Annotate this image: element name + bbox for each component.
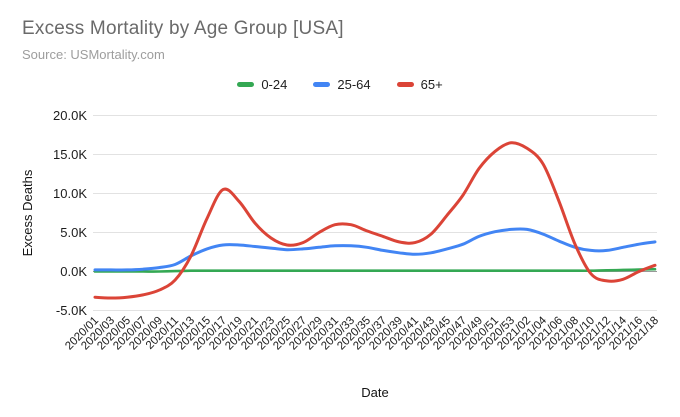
y-tick-label: 10.0K bbox=[53, 186, 87, 201]
chart-source: Source: USMortality.com bbox=[22, 47, 165, 62]
legend-item-0-24: 0-24 bbox=[237, 77, 287, 92]
y-tick-label: 5.0K bbox=[60, 225, 87, 240]
y-tick-label: -5.0K bbox=[56, 303, 87, 318]
series-line-65+ bbox=[93, 141, 657, 300]
series-line-0-24 bbox=[93, 267, 657, 273]
y-tick-label: 15.0K bbox=[53, 147, 87, 162]
legend-item-65+: 65+ bbox=[396, 77, 443, 92]
legend-swatch-0-24 bbox=[237, 82, 255, 87]
chart-legend: 0-24 25-64 65+ bbox=[0, 77, 680, 92]
y-axis-title: Excess Deaths bbox=[20, 169, 35, 257]
y-tick-label: 0.0K bbox=[60, 264, 87, 279]
legend-swatch-65+ bbox=[396, 82, 414, 87]
chart-title: Excess Mortality by Age Group [USA] bbox=[22, 18, 344, 39]
y-tick-label: 20.0K bbox=[53, 108, 87, 123]
legend-label: 0-24 bbox=[261, 77, 288, 92]
legend-swatch-25-64 bbox=[313, 82, 331, 87]
x-axis-title: Date bbox=[361, 385, 389, 400]
legend-label: 65+ bbox=[420, 77, 443, 92]
legend-label: 25-64 bbox=[337, 77, 371, 92]
legend-item-25-64: 25-64 bbox=[313, 77, 371, 92]
